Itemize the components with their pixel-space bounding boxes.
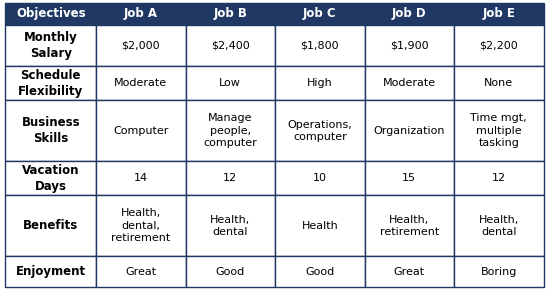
Bar (454, 100, 544, 162)
Text: Business
Skills: Business Skills (21, 116, 80, 145)
Bar (186, 66, 275, 100)
Text: Objectives: Objectives (16, 8, 86, 20)
Bar (5, 162, 96, 195)
Bar (5, 195, 96, 256)
Text: Job B: Job B (214, 8, 247, 20)
Bar (96, 195, 186, 256)
Bar (96, 25, 186, 66)
Text: Health,
dental: Health, dental (479, 215, 519, 237)
Text: Time mgt,
multiple
tasking: Time mgt, multiple tasking (470, 113, 527, 148)
Bar (5, 25, 96, 66)
Bar (454, 25, 544, 66)
Bar (96, 100, 186, 162)
Text: $2,200: $2,200 (479, 41, 518, 51)
Bar (96, 162, 186, 195)
Text: Health: Health (301, 221, 338, 231)
Text: Job D: Job D (392, 8, 427, 20)
Text: Health,
retirement: Health, retirement (380, 215, 439, 237)
Text: Enjoyment: Enjoyment (16, 265, 86, 278)
Text: Great: Great (125, 267, 156, 277)
Bar (365, 162, 454, 195)
Bar (275, 256, 365, 287)
Text: Good: Good (305, 267, 334, 277)
Bar (96, 3, 186, 25)
Bar (275, 3, 365, 25)
Bar (275, 25, 365, 66)
Bar (186, 3, 275, 25)
Text: Good: Good (216, 267, 245, 277)
Text: $2,000: $2,000 (121, 41, 160, 51)
Text: $2,400: $2,400 (211, 41, 250, 51)
Text: Boring: Boring (480, 267, 517, 277)
Text: 15: 15 (402, 173, 416, 183)
Bar (365, 195, 454, 256)
Text: Job A: Job A (124, 8, 158, 20)
Text: Low: Low (220, 78, 241, 88)
Bar (186, 256, 275, 287)
Bar (454, 66, 544, 100)
Bar (365, 25, 454, 66)
Text: Organization: Organization (373, 126, 445, 136)
Text: 14: 14 (134, 173, 148, 183)
Text: Computer: Computer (113, 126, 169, 136)
Bar (186, 100, 275, 162)
Bar (5, 3, 96, 25)
Bar (5, 256, 96, 287)
Bar (186, 162, 275, 195)
Text: None: None (484, 78, 513, 88)
Text: Great: Great (394, 267, 425, 277)
Bar (454, 256, 544, 287)
Text: Schedule
Flexibility: Schedule Flexibility (18, 69, 83, 98)
Bar (454, 3, 544, 25)
Bar (186, 195, 275, 256)
Text: Monthly
Salary: Monthly Salary (24, 31, 77, 60)
Text: Manage
people,
computer: Manage people, computer (204, 113, 257, 148)
Text: 12: 12 (223, 173, 237, 183)
Bar (454, 162, 544, 195)
Text: 10: 10 (313, 173, 327, 183)
Text: Job E: Job E (483, 8, 515, 20)
Bar (365, 66, 454, 100)
Bar (275, 162, 365, 195)
Bar (5, 66, 96, 100)
Bar (365, 3, 454, 25)
Bar (454, 195, 544, 256)
Text: Moderate: Moderate (114, 78, 167, 88)
Bar (96, 66, 186, 100)
Text: High: High (307, 78, 333, 88)
Bar (365, 100, 454, 162)
Bar (275, 100, 365, 162)
Text: $1,800: $1,800 (300, 41, 339, 51)
Text: Benefits: Benefits (23, 219, 79, 232)
Bar (365, 256, 454, 287)
Text: Job C: Job C (303, 8, 337, 20)
Bar (275, 66, 365, 100)
Bar (275, 195, 365, 256)
Bar (5, 100, 96, 162)
Text: Health,
dental,
retirement: Health, dental, retirement (111, 209, 170, 243)
Text: Health,
dental: Health, dental (210, 215, 250, 237)
Text: 12: 12 (492, 173, 506, 183)
Bar (186, 25, 275, 66)
Text: Vacation
Days: Vacation Days (22, 164, 80, 193)
Text: Moderate: Moderate (383, 78, 436, 88)
Bar (96, 256, 186, 287)
Text: $1,900: $1,900 (390, 41, 429, 51)
Text: Operations,
computer: Operations, computer (288, 119, 352, 142)
